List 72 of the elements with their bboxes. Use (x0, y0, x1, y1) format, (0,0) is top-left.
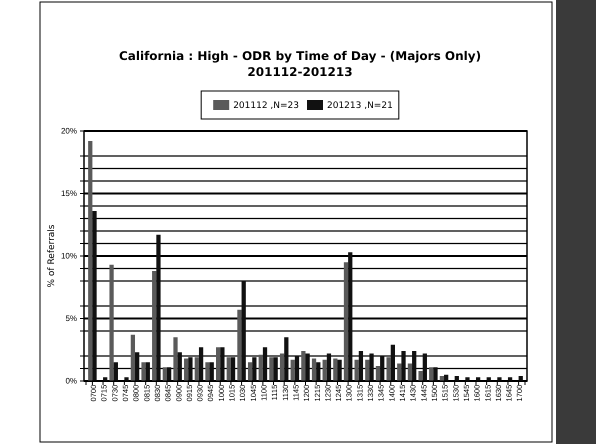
bar (369, 354, 374, 381)
bar (184, 358, 188, 381)
bar (92, 211, 97, 381)
bar (226, 357, 231, 381)
bar (316, 362, 320, 381)
bar (284, 337, 288, 381)
bar (333, 358, 338, 381)
legend-label: 201213 ,N=21 (327, 101, 393, 111)
bar (230, 357, 236, 381)
bar (258, 354, 263, 381)
bar (109, 264, 114, 381)
bar (454, 376, 459, 381)
bar (306, 354, 310, 381)
bar (248, 362, 252, 381)
bar (365, 360, 370, 381)
bar (216, 347, 220, 381)
bar (386, 357, 391, 381)
bar (301, 351, 306, 381)
bar (194, 357, 199, 381)
bar (178, 352, 182, 381)
bar (88, 141, 92, 381)
bar (390, 344, 396, 381)
y-axis-title: % of Referrals (47, 224, 57, 288)
y-tick-label: 20% (60, 126, 77, 136)
bar (290, 360, 295, 381)
bar (242, 281, 246, 381)
bar (280, 354, 284, 381)
bar (152, 271, 156, 381)
bar (262, 347, 268, 381)
bar (429, 367, 434, 381)
bar (294, 356, 300, 381)
bar (358, 351, 364, 381)
bar (274, 357, 278, 381)
bar (380, 356, 384, 381)
legend-label: 201112 ,N=23 (233, 101, 299, 111)
bar (444, 374, 448, 381)
bar (237, 310, 242, 381)
chart-title: California : High - ODR by Time of Day - (Majors Only) (118, 49, 482, 63)
bar (422, 354, 427, 381)
bar (252, 357, 256, 381)
bar (354, 360, 359, 381)
chart-subtitle: 201112-201213 (247, 65, 353, 79)
bar (210, 362, 214, 381)
bar (130, 334, 136, 381)
bar (114, 362, 118, 381)
bar (408, 364, 412, 381)
bar (146, 362, 150, 381)
bar (188, 357, 193, 381)
bar (326, 354, 332, 381)
bar (205, 362, 210, 381)
y-tick-label: 5% (65, 314, 77, 324)
bar (220, 347, 225, 381)
y-tick-label: 0% (65, 376, 77, 386)
bar (412, 351, 416, 381)
bar (135, 352, 140, 381)
bar (397, 364, 402, 381)
bar (141, 362, 146, 381)
bar (337, 360, 342, 381)
bar (198, 347, 204, 381)
bar (162, 367, 167, 381)
bar (312, 358, 316, 381)
bar (269, 357, 274, 381)
bar (344, 262, 348, 381)
bar (401, 351, 406, 381)
y-tick-label: 10% (60, 252, 77, 261)
bar (322, 360, 327, 381)
y-tick-label: 15% (60, 189, 77, 198)
bar (348, 252, 352, 381)
bar (156, 234, 161, 381)
bar (173, 337, 178, 381)
bar (376, 366, 380, 381)
bar (518, 376, 523, 381)
